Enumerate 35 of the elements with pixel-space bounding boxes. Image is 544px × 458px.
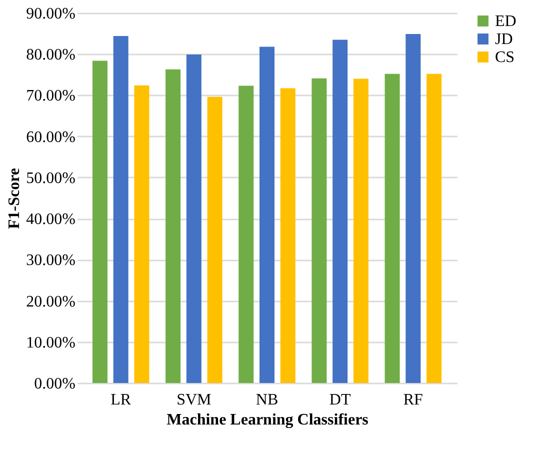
y-tick-label: 50.00% <box>26 170 76 187</box>
bar <box>238 86 254 383</box>
y-tick-label: 30.00% <box>26 252 76 270</box>
bar <box>332 40 348 383</box>
x-axis-title: Machine Learning Classifiers <box>166 412 368 428</box>
x-tick-label: NB <box>256 392 278 408</box>
bar <box>186 54 202 383</box>
bar <box>260 46 274 383</box>
legend-label: ED <box>495 13 516 30</box>
y-tick-label: 10.00% <box>26 334 76 352</box>
x-tick-label: DT <box>329 392 351 408</box>
y-tick-label: 90.00% <box>26 6 76 22</box>
x-tick-label: LR <box>110 392 132 408</box>
legend-label: CS <box>495 49 515 66</box>
y-tick-label: 40.00% <box>26 211 76 228</box>
bar <box>113 36 128 383</box>
legend-label: JD <box>495 31 513 48</box>
y-tick-label: 0.00% <box>34 376 76 392</box>
bar <box>384 74 400 383</box>
y-tick-label: 60.00% <box>26 128 76 146</box>
bar <box>166 69 181 383</box>
bar <box>207 96 222 383</box>
bar <box>353 78 368 383</box>
bar <box>280 88 296 383</box>
y-axis-title: F1-Score <box>6 168 24 230</box>
bar <box>312 78 327 383</box>
bar <box>92 60 108 383</box>
bar <box>426 74 442 383</box>
x-tick-label: RF <box>403 392 424 408</box>
y-tick-label: 70.00% <box>26 88 76 105</box>
y-tick-label: 80.00% <box>26 46 76 64</box>
bar <box>134 85 150 383</box>
bar <box>406 34 421 383</box>
y-tick-label: 20.00% <box>26 293 76 310</box>
x-tick-label: SVM <box>176 392 212 408</box>
